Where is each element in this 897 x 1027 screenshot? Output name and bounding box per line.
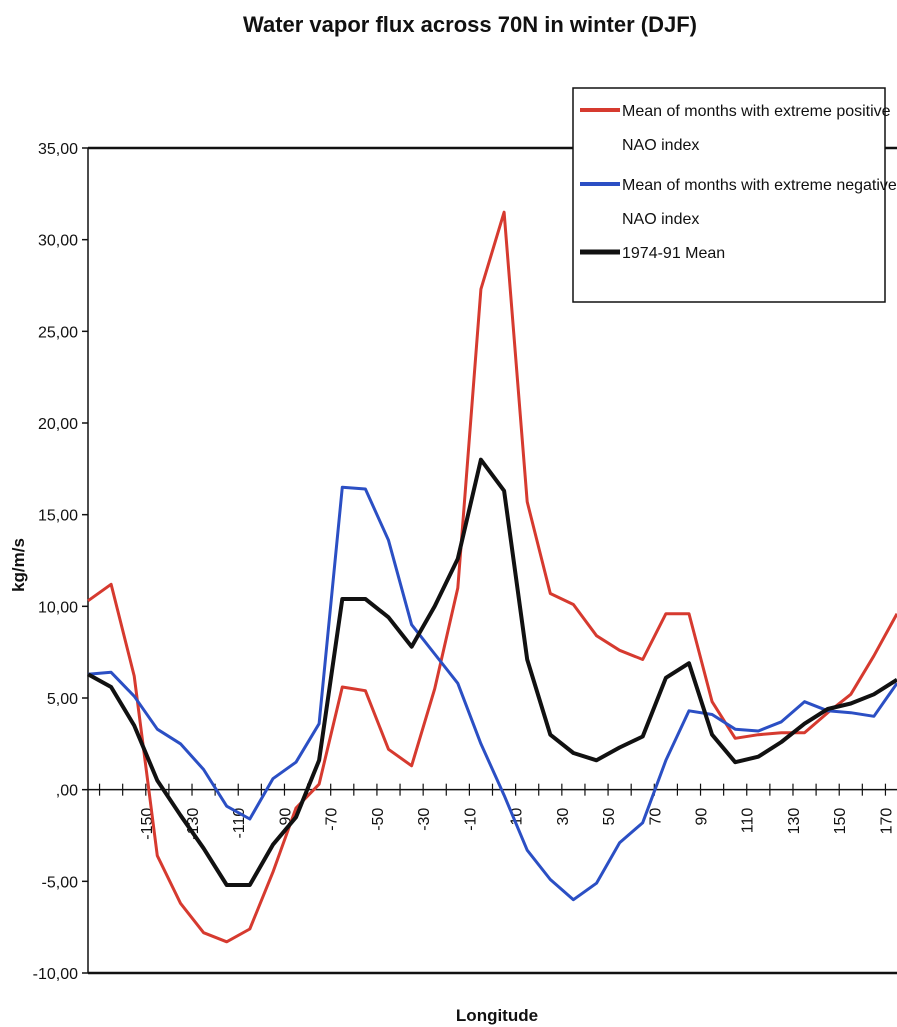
y-tick-label: 10,00 — [38, 599, 78, 616]
series-line-1 — [87, 210, 897, 944]
x-tick-label: -50 — [370, 808, 387, 831]
chart-title: Water vapor flux across 70N in winter (D… — [243, 12, 697, 37]
legend-label-line: NAO index — [622, 137, 699, 154]
x-tick-label: 30 — [555, 808, 572, 826]
plot-lines — [87, 210, 897, 944]
y-tick-label: 15,00 — [38, 508, 78, 525]
legend-label-line: 1974-91 Mean — [622, 245, 725, 262]
x-tick-label: -10 — [462, 808, 479, 831]
y-axis-title: kg/m/s — [9, 538, 28, 592]
x-tick-label: -30 — [416, 808, 433, 831]
y-tick-label: 25,00 — [38, 324, 78, 341]
x-tick-label: 10 — [509, 808, 526, 826]
y-tick-label: -10,00 — [33, 966, 78, 983]
y-tick-label: -5,00 — [42, 874, 79, 891]
y-tick-label: 5,00 — [47, 691, 78, 708]
series-line-2 — [87, 485, 897, 902]
legend-label-1: Mean of months with extreme positive NAO … — [622, 103, 891, 154]
x-tick-label: 150 — [832, 808, 849, 835]
x-tick-label: -70 — [324, 808, 341, 831]
x-tick-label: 50 — [601, 808, 618, 826]
legend: Mean of months with extreme positive NAO … — [572, 87, 897, 303]
x-axis-title: Longitude — [456, 1006, 538, 1025]
y-tick-label: ,00 — [56, 783, 78, 800]
y-tick-label: 35,00 — [38, 141, 78, 158]
y-tick-label: 30,00 — [38, 233, 78, 250]
x-tick-label: 170 — [878, 808, 895, 835]
legend-label-line: Mean of months with extreme positive — [622, 103, 891, 120]
y-tick-label: 20,00 — [38, 416, 78, 433]
legend-label-line: Mean of months with extreme negative — [622, 177, 897, 194]
x-tick-label: 130 — [786, 808, 803, 835]
x-tick-label: -130 — [185, 808, 202, 840]
axes: -10,00 -5,00 ,00 5,00 10,00 15,00 20,00 25,00 30… — [33, 141, 897, 983]
legend-box — [572, 87, 886, 303]
x-tick-label: 110 — [740, 808, 757, 834]
legend-label-line: NAO index — [622, 211, 699, 228]
legend-label-2: Mean of months with extreme negative NAO … — [622, 177, 897, 228]
legend-label-3: 1974-91 Mean — [622, 245, 725, 262]
x-tick-label: 90 — [694, 808, 711, 826]
x-tick-label: 70 — [647, 808, 664, 826]
series-line-3 — [87, 457, 897, 887]
